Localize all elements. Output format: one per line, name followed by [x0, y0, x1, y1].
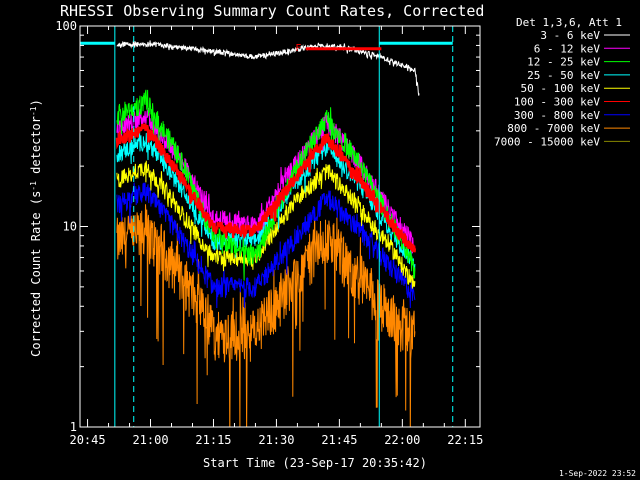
flare-flag-label: F — [295, 43, 301, 54]
x-tick-label: 21:45 — [321, 433, 357, 447]
series-line — [116, 182, 416, 309]
plot-area — [115, 40, 420, 427]
series-line — [116, 204, 416, 427]
legend-header: Det 1,3,6, Att 1 — [516, 16, 622, 29]
series-line — [116, 160, 416, 289]
legend-entry-label: 100 - 300 keV — [514, 96, 600, 109]
y-tick-label: 10 — [63, 220, 77, 234]
legend-entry-label: 25 - 50 keV — [527, 69, 600, 82]
y-tick-label: 100 — [55, 19, 77, 33]
series-line — [116, 89, 416, 281]
legend-entry-label: 12 - 25 keV — [527, 56, 600, 69]
series-line — [115, 123, 417, 253]
overlay-layer: F — [80, 26, 454, 427]
y-axis-label: Corrected Count Rate (s-1 detector-1) — [29, 99, 43, 357]
y-axis-label-part3: ) — [29, 99, 43, 106]
legend-entry-label: 50 - 100 keV — [521, 82, 601, 95]
legend-entry-label: 6 - 12 keV — [534, 42, 601, 55]
legend-entry-label: 300 - 800 keV — [514, 109, 600, 122]
y-axis-label-part1: Corrected Count Rate (s — [29, 191, 43, 357]
chart-title: RHESSI Observing Summary Count Rates, Co… — [60, 2, 484, 20]
footer-timestamp: 1-Sep-2022 23:52 — [559, 469, 636, 478]
x-tick-label: 20:45 — [69, 433, 105, 447]
x-axis-label: Start Time (23-Sep-17 20:35:42) — [203, 456, 427, 470]
x-tick-label: 22:15 — [447, 433, 483, 447]
y-axis-label-sup1: -1 — [29, 181, 38, 191]
x-tick-label: 21:30 — [258, 433, 294, 447]
y-axis-label-sup2: -1 — [29, 106, 38, 116]
legend-entry-label: 800 - 7000 keV — [507, 122, 600, 135]
series-line — [116, 40, 420, 96]
y-tick-label: 1 — [70, 420, 77, 434]
x-tick-label: 21:00 — [132, 433, 168, 447]
axes: 1 10 100 20:45 21:00 21:15 21:30 21:45 22:00 22:1… — [55, 19, 483, 447]
x-tick-label: 22:00 — [384, 433, 420, 447]
x-tick-label: 21:15 — [195, 433, 231, 447]
legend-entry-label: 3 - 6 keV — [540, 29, 600, 42]
legend-entry-label: 7000 - 15000 keV — [494, 135, 600, 148]
y-axis-label-part2: detector — [29, 116, 43, 181]
